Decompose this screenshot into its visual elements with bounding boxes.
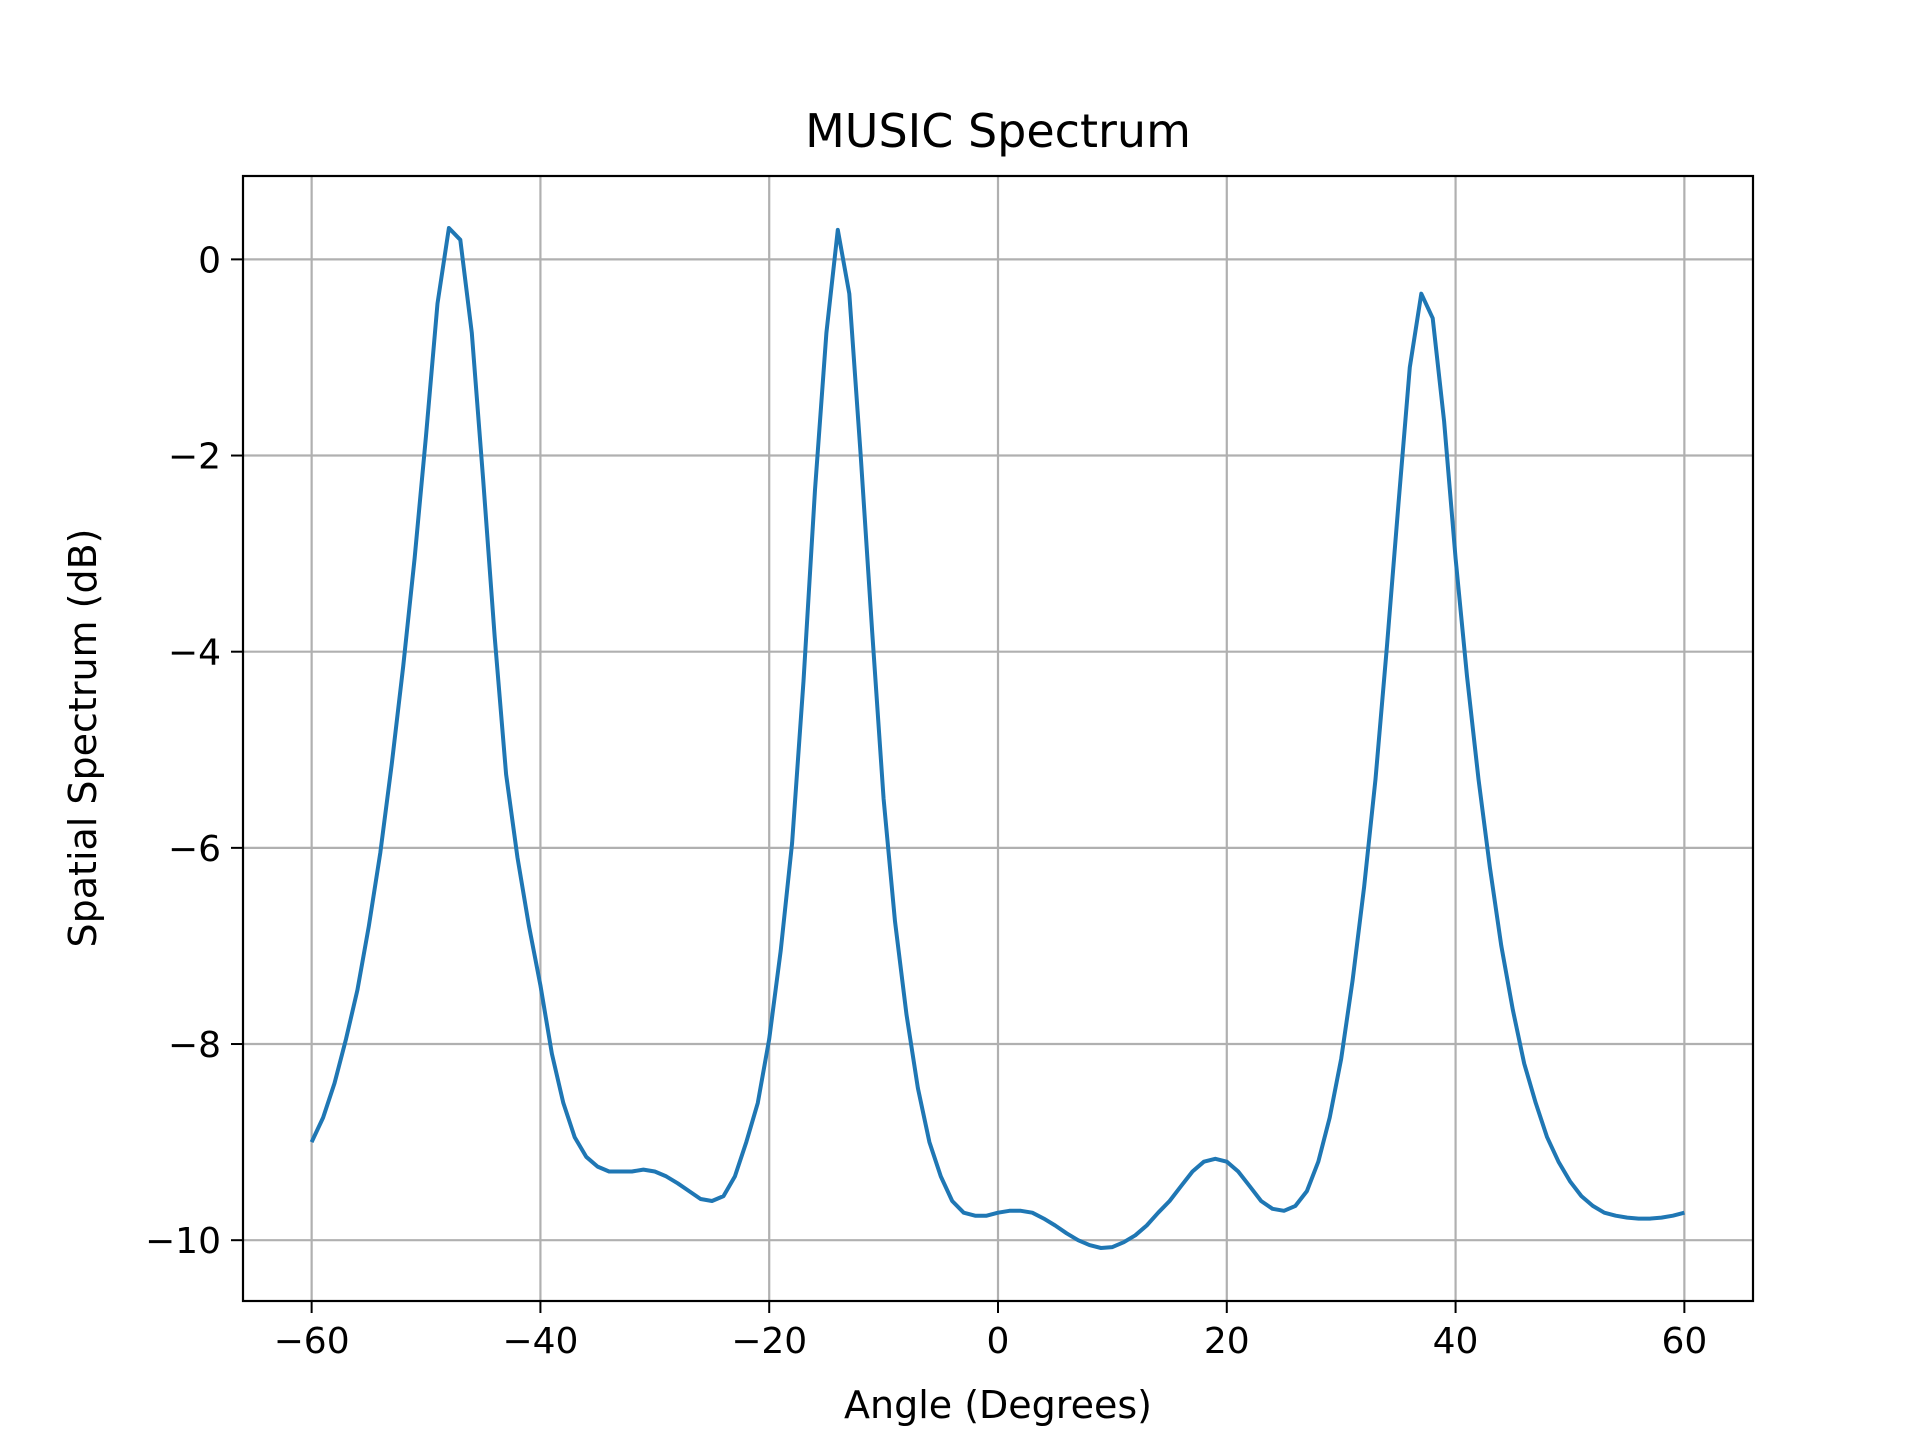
x-tick-label: 40	[1433, 1321, 1479, 1362]
y-tick-label: −4	[168, 633, 221, 674]
y-tick-label: 0	[198, 240, 221, 281]
series-layer	[309, 226, 1685, 1250]
x-tick-label: 60	[1661, 1321, 1707, 1362]
y-tick-label: −6	[168, 829, 221, 870]
x-tick-label: −20	[731, 1321, 807, 1362]
x-tick-label: −60	[274, 1321, 350, 1362]
x-tick-label: −40	[502, 1321, 578, 1362]
x-tick-label: 20	[1204, 1321, 1250, 1362]
y-tick-label: −10	[145, 1221, 221, 1262]
y-tick-label: −2	[168, 437, 221, 478]
tick-layer: −60 −40 −20 0 20 40 60 0 −2 −4 −6 −8 −10	[145, 240, 1707, 1362]
chart-title: MUSIC Spectrum	[805, 104, 1191, 158]
x-axis-label: Angle (Degrees)	[844, 1383, 1152, 1427]
x-tick-label: 0	[987, 1321, 1010, 1362]
y-axis-label: Spatial Spectrum (dB)	[61, 529, 105, 948]
spectrum-series-line	[309, 226, 1685, 1250]
y-tick-label: −8	[168, 1025, 221, 1066]
grid-layer	[243, 176, 1753, 1301]
